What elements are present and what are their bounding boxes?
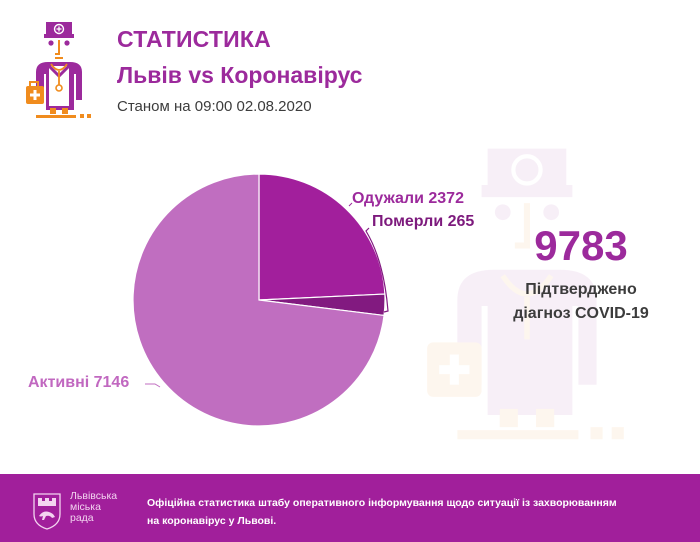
status-date: Станом на 09:00 02.08.2020 — [117, 98, 312, 115]
total-cases: 9783 — [534, 222, 628, 269]
footer-bar — [0, 474, 700, 542]
doctor-logo-icon — [26, 22, 91, 118]
slice-label-recovered: Одужали 2372 — [352, 190, 464, 207]
council-name[interactable]: Львівська міська рада — [70, 490, 118, 524]
page-subtitle: Львів vs Коронавірус — [117, 62, 363, 88]
total-caption: Підтверджено діагноз COVID-19 — [500, 278, 662, 326]
page-title: СТАТИСТИКА — [117, 26, 271, 52]
doctor-watermark-icon — [427, 148, 624, 440]
pie-slice-active — [132, 173, 385, 427]
leader-line-active — [145, 383, 161, 388]
total-caption-line2: діагноз COVID-19 — [513, 305, 649, 322]
footer-description: Офіційна статистика штабу оперативного і… — [147, 497, 617, 527]
slice-label-active: Активні 7146 — [28, 374, 130, 391]
lviv-coat-of-arms-icon[interactable] — [32, 492, 62, 530]
pie-chart — [132, 173, 389, 427]
leader-line-recovered — [348, 202, 353, 207]
slice-label-died: Померли 265 — [372, 213, 475, 230]
total-caption-line1: Підтверджено — [525, 281, 637, 298]
leader-line-died — [365, 227, 389, 313]
